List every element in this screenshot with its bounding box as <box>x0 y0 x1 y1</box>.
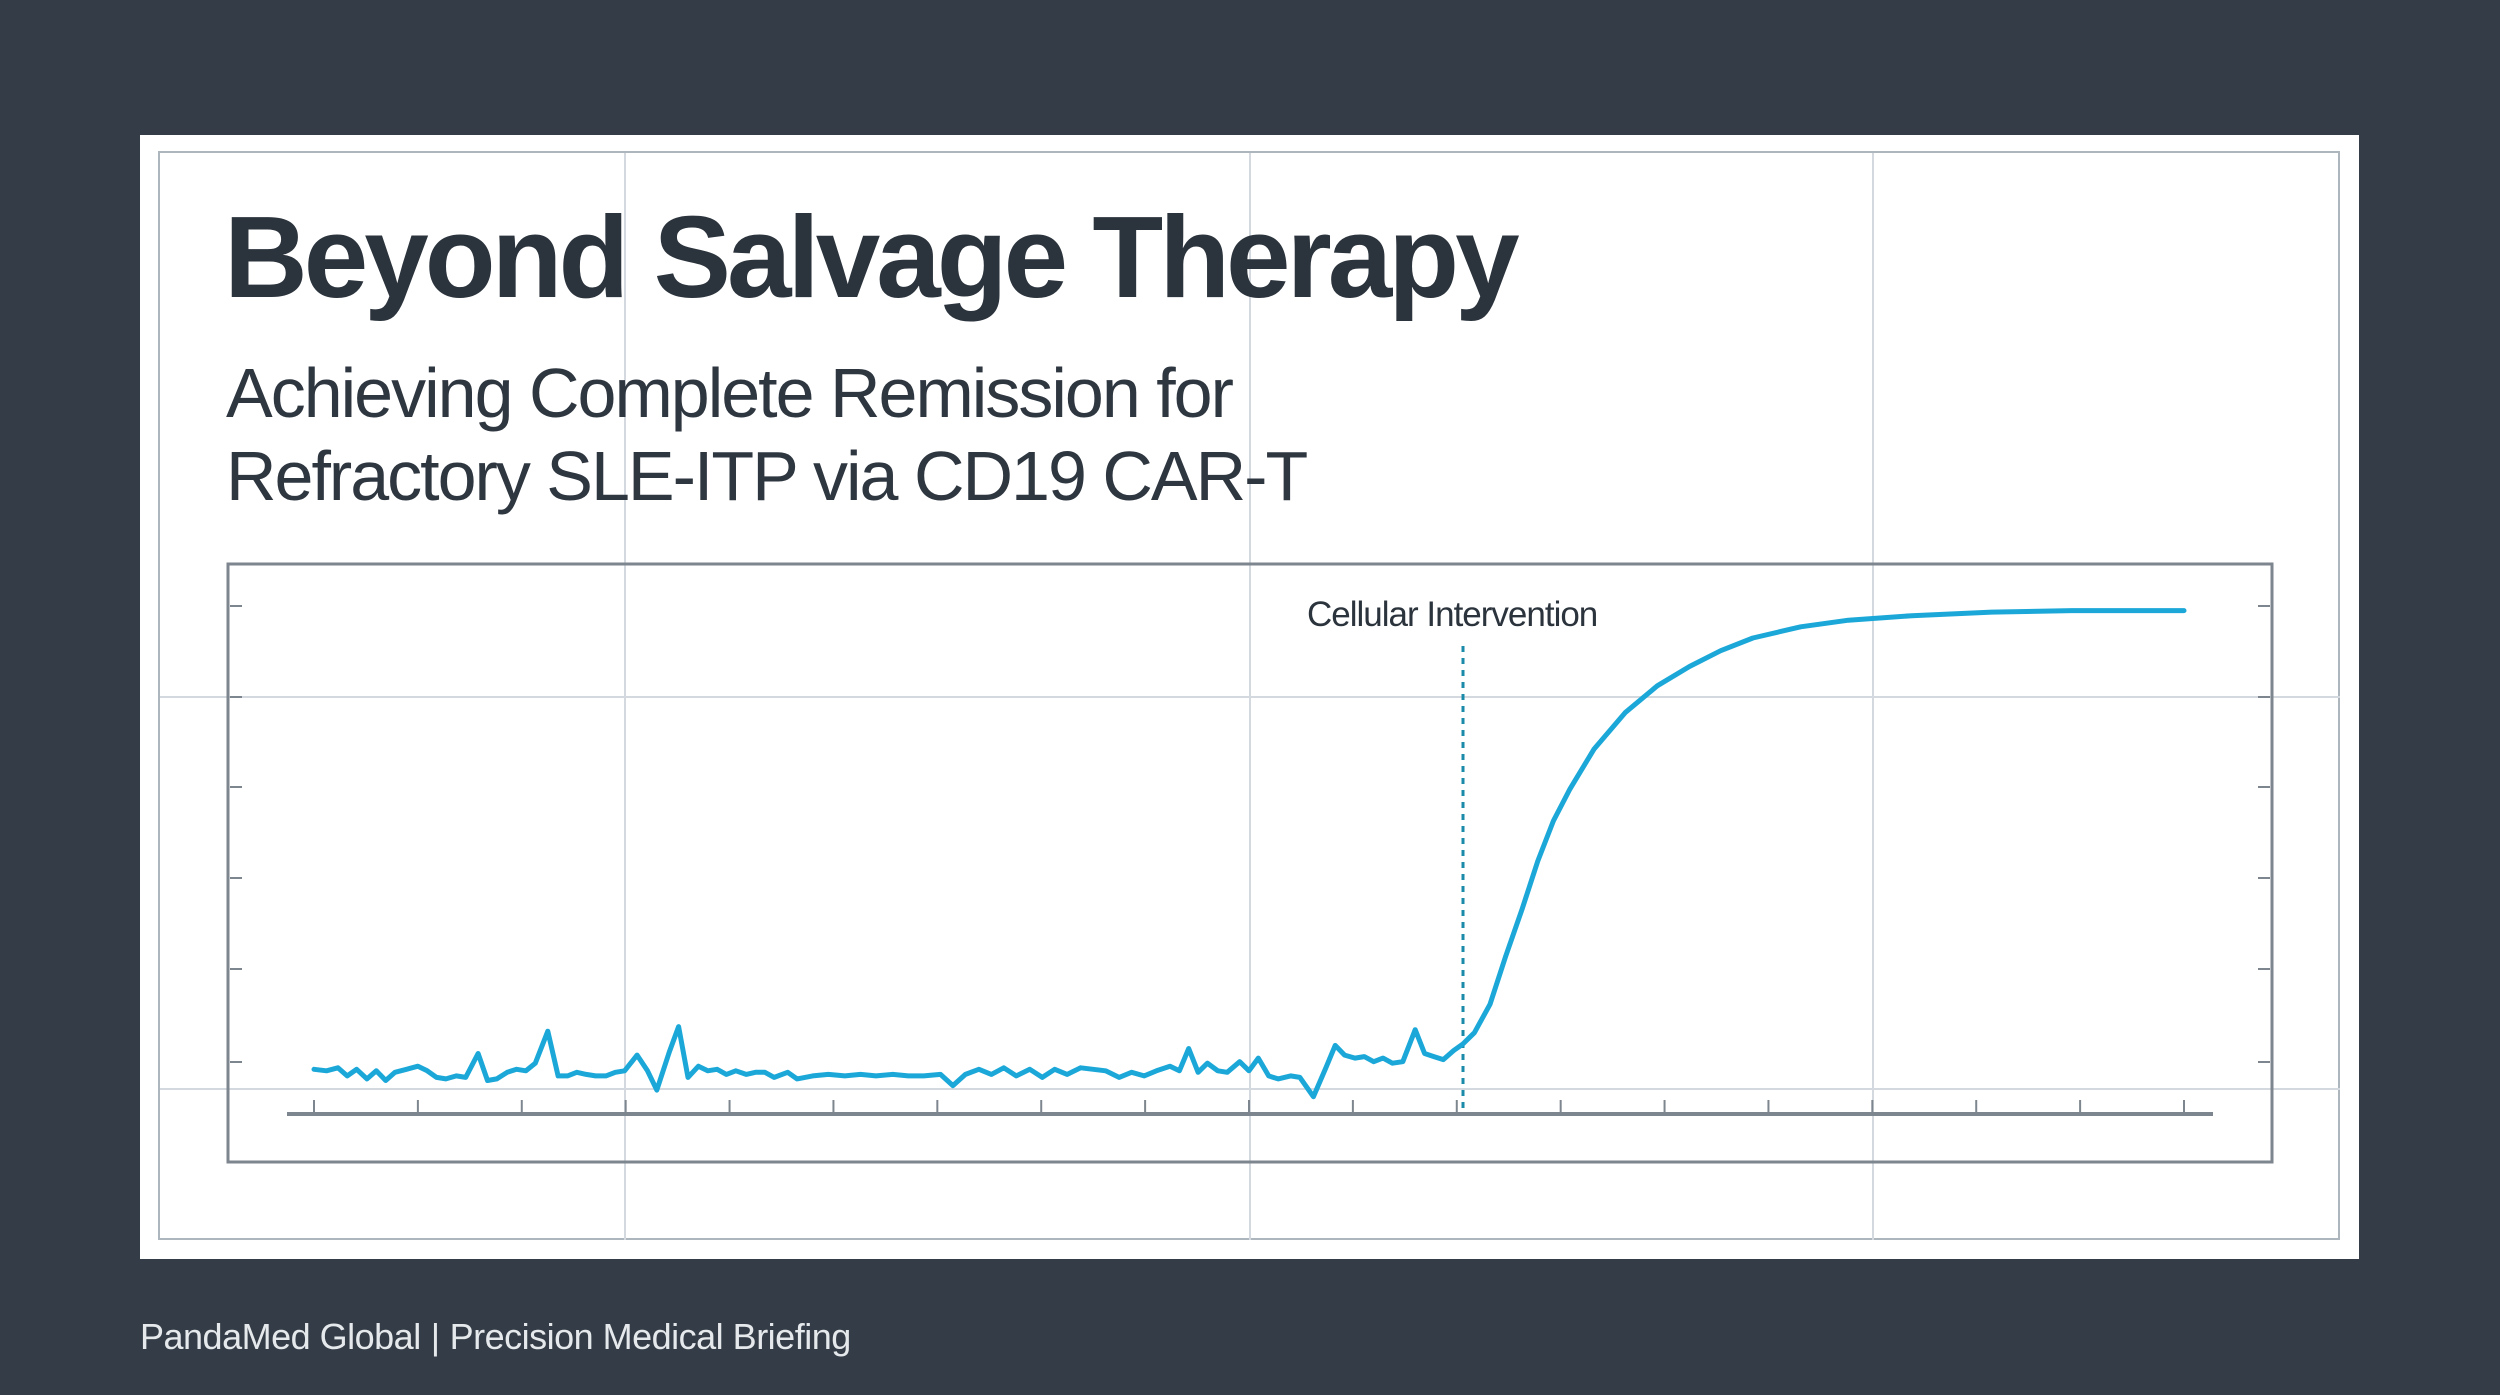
slide-subtitle: Achieving Complete Remission for Refract… <box>226 352 1308 518</box>
subtitle-line-2: Refractory SLE-ITP via CD19 CAR-T <box>226 437 1308 515</box>
intervention-label: Cellular Intervention <box>1307 595 1597 634</box>
grid-lines <box>160 153 2340 1240</box>
x-ticks <box>313 1100 2185 1114</box>
plot-frame <box>226 562 2274 1164</box>
subtitle-line-1: Achieving Complete Remission for <box>226 354 1234 432</box>
footer-brand: PandaMed Global <box>140 1316 421 1357</box>
footer-separator: | <box>430 1316 440 1357</box>
footer: PandaMed Global | Precision Medical Briefi… <box>140 1316 851 1358</box>
y-ticks <box>230 605 2270 1063</box>
footer-tagline: Precision Medical Briefing <box>449 1316 852 1357</box>
slide-title: Beyond Salvage Therapy <box>224 192 1520 322</box>
series-line <box>311 608 2187 1100</box>
